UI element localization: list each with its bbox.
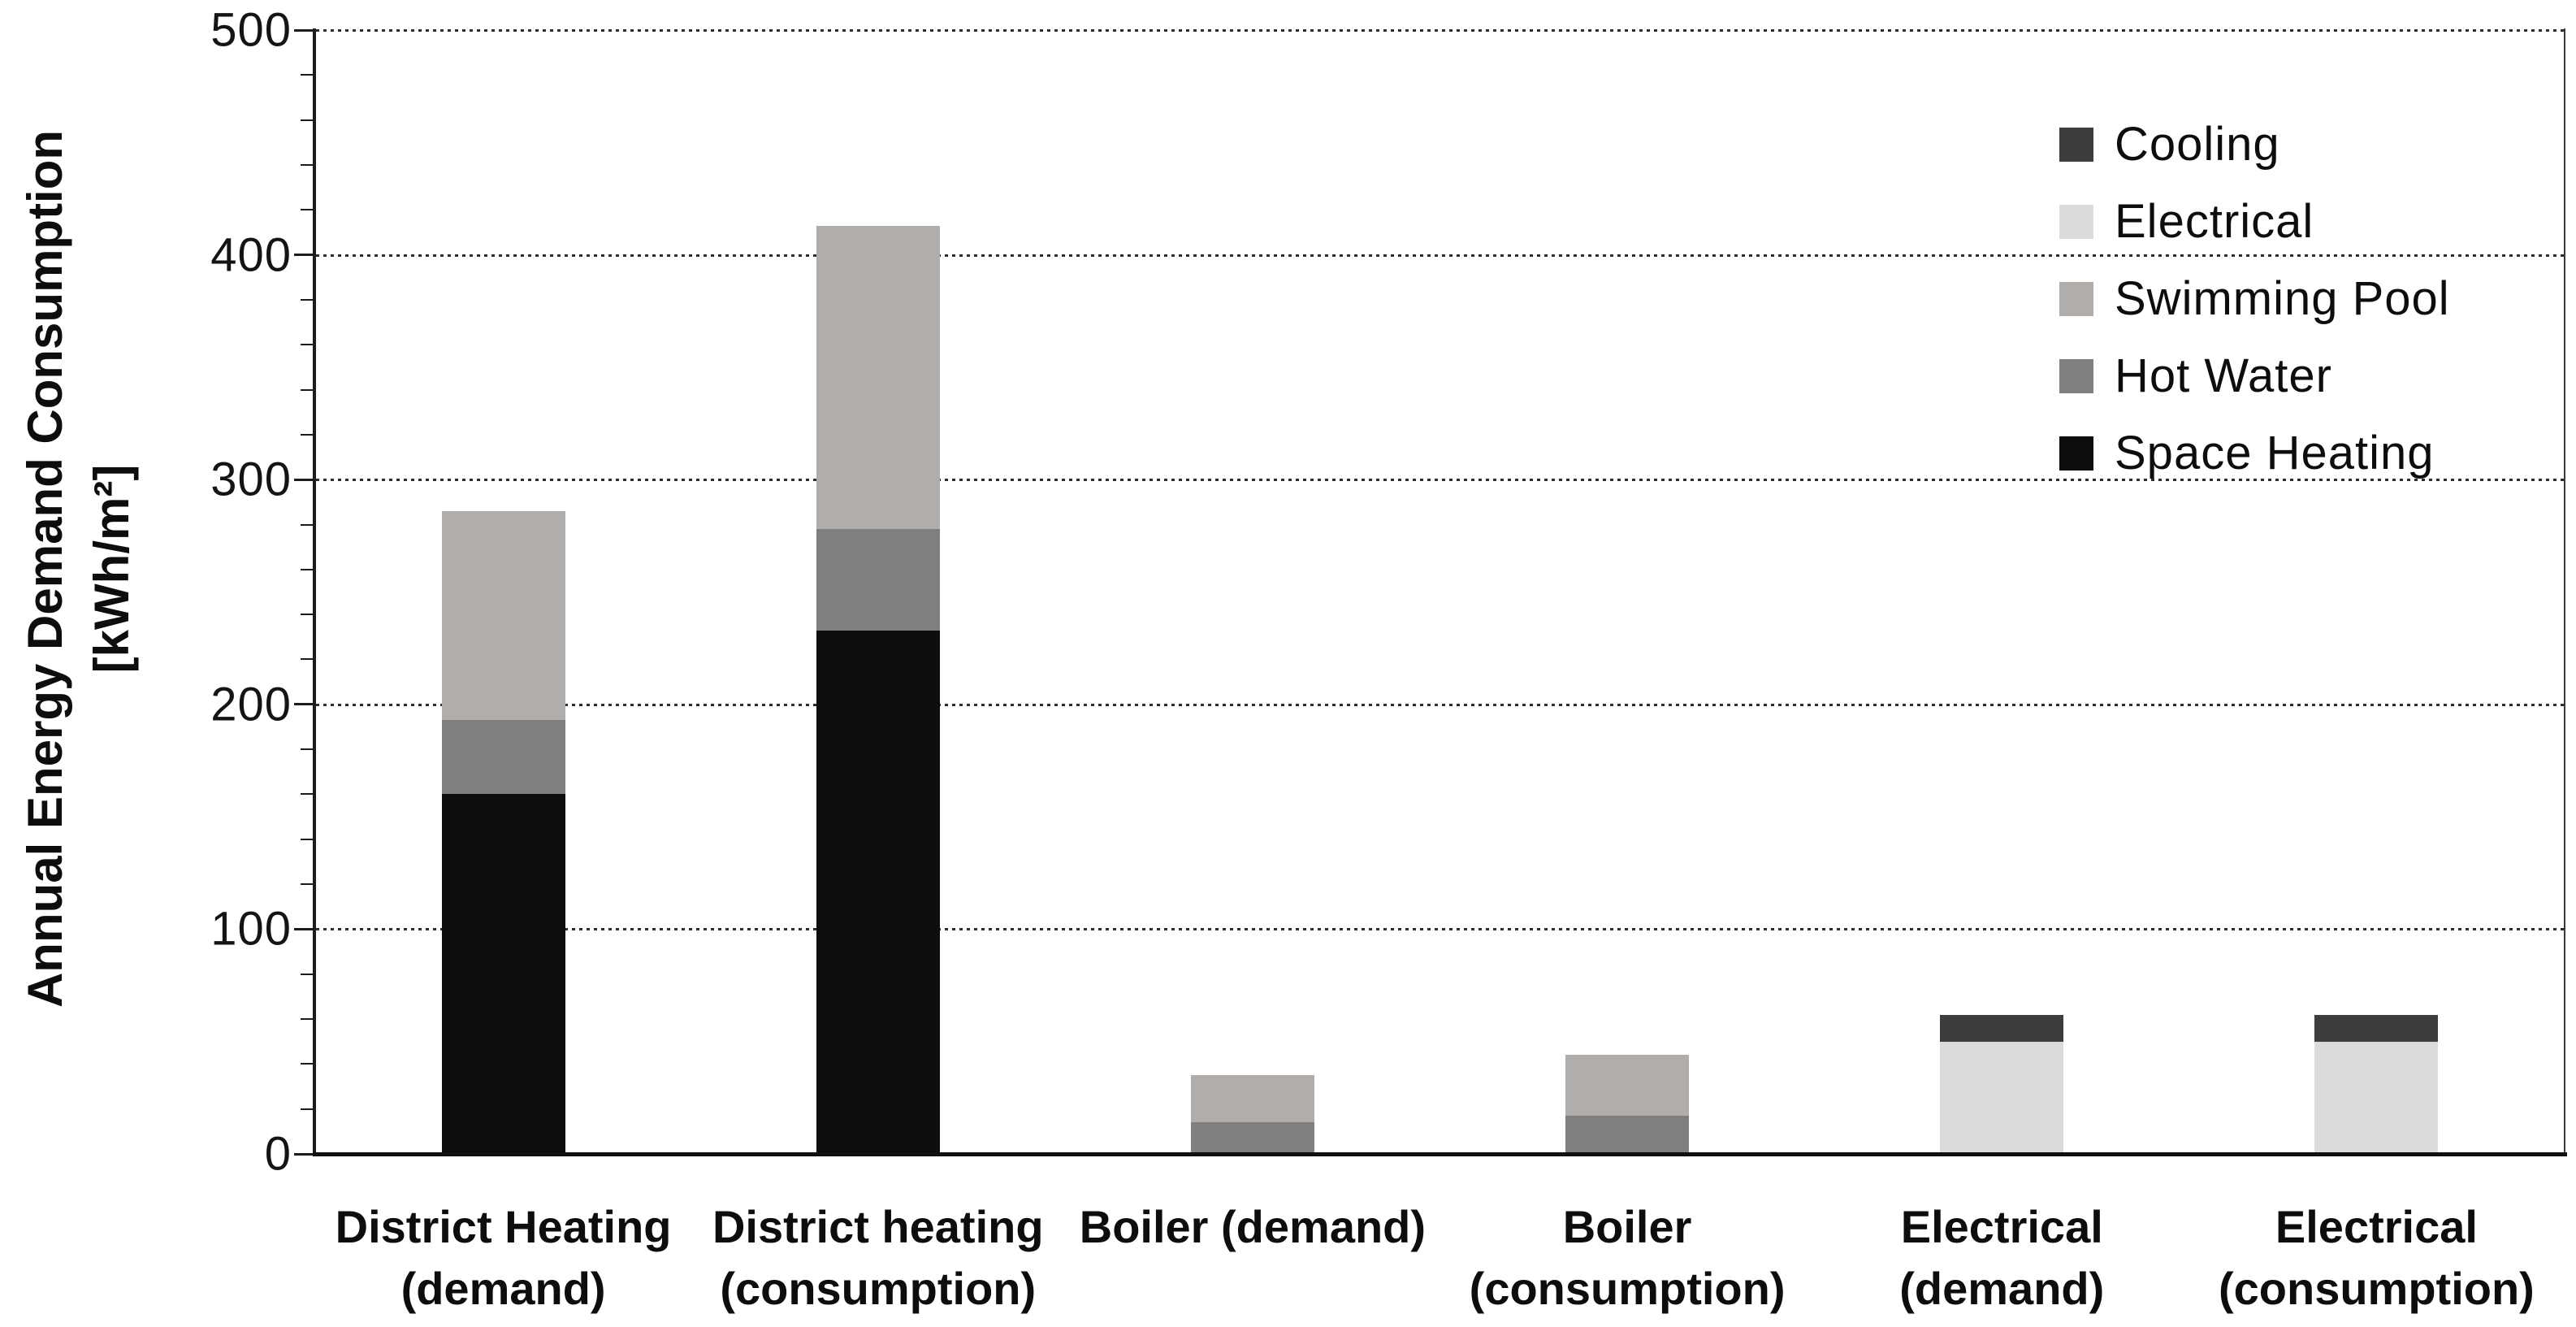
legend-label-space-heating: Space Heating <box>2115 427 2435 479</box>
y-tick-label-300: 300 <box>210 453 292 506</box>
legend-item-cooling: Cooling <box>2059 106 2280 183</box>
bar-boiler-consumption-segment-swimming-pool <box>1565 1055 1690 1116</box>
x-category-label-district-heating-demand: District Heating (demand) <box>335 1201 672 1314</box>
gridline-400 <box>316 254 2564 257</box>
y-major-tick-0 <box>294 1152 316 1156</box>
legend-item-space-heating: Space Heating <box>2059 414 2434 492</box>
x-category-label-electrical-demand: Electrical (demand) <box>1899 1201 2105 1314</box>
y-minor-tick <box>301 344 316 346</box>
legend-label-cooling: Cooling <box>2115 118 2280 171</box>
y-tick-label-100: 100 <box>210 902 292 956</box>
y-tick-label-0: 0 <box>264 1127 292 1181</box>
y-minor-tick <box>301 523 316 526</box>
legend-swatch-space-heating <box>2059 436 2093 471</box>
bar-boiler-consumption-segment-hot-water <box>1565 1115 1690 1154</box>
bar-electrical-demand-segment-electrical <box>1940 1041 2064 1154</box>
y-minor-tick <box>301 793 316 796</box>
bar-boiler-demand-segment-swimming-pool <box>1190 1075 1314 1123</box>
y-minor-tick <box>301 388 316 391</box>
y-minor-tick <box>301 1108 316 1110</box>
y-minor-tick <box>301 658 316 661</box>
y-minor-tick <box>301 298 316 301</box>
legend-swatch-electrical <box>2059 204 2093 239</box>
y-minor-tick <box>301 973 316 975</box>
y-tick-label-200: 200 <box>210 678 292 731</box>
gridline-500 <box>316 29 2564 32</box>
bar-district-heating-demand-segment-hot-water <box>441 720 565 795</box>
legend-label-electrical: Electrical <box>2115 195 2314 248</box>
y-tick-label-500: 500 <box>210 3 292 57</box>
legend-item-swimming-pool: Swimming Pool <box>2059 260 2450 337</box>
y-minor-tick <box>301 748 316 751</box>
legend-label-swimming-pool: Swimming Pool <box>2115 272 2450 325</box>
bar-electrical-consumption-segment-cooling <box>2314 1014 2439 1042</box>
y-minor-tick <box>301 119 316 121</box>
y-minor-tick <box>301 838 316 840</box>
y-axis-line <box>313 28 316 1156</box>
y-major-tick-200 <box>294 703 316 706</box>
y-minor-tick <box>301 433 316 436</box>
y-minor-tick <box>301 209 316 211</box>
legend-item-hot-water: Hot Water <box>2059 337 2332 414</box>
x-category-label-district-heating-consumption: District heating (consumption) <box>712 1201 1044 1314</box>
y-major-tick-100 <box>294 927 316 930</box>
bar-district-heating-consumption-segment-swimming-pool <box>816 225 940 530</box>
y-minor-tick <box>301 1018 316 1021</box>
gridline-300 <box>316 479 2564 482</box>
bar-district-heating-demand-segment-space-heating <box>441 794 565 1154</box>
x-axis-line <box>313 1152 2567 1156</box>
y-major-tick-400 <box>294 254 316 257</box>
y-minor-tick <box>301 74 316 76</box>
bar-electrical-demand-segment-cooling <box>1940 1014 2064 1042</box>
y-tick-label-400: 400 <box>210 228 292 282</box>
legend-swatch-cooling <box>2059 127 2093 162</box>
bar-district-heating-consumption-segment-space-heating <box>816 630 940 1154</box>
y-major-tick-500 <box>294 28 316 32</box>
bar-district-heating-consumption-segment-hot-water <box>816 529 940 631</box>
y-minor-tick <box>301 614 316 616</box>
bar-electrical-consumption-segment-electrical <box>2314 1041 2439 1154</box>
y-minor-tick <box>301 1063 316 1065</box>
x-category-label-boiler-demand: Boiler (demand) <box>1079 1201 1427 1252</box>
legend-label-hot-water: Hot Water <box>2115 349 2332 402</box>
legend-item-electrical: Electrical <box>2059 183 2314 260</box>
bar-district-heating-demand-segment-swimming-pool <box>441 510 565 721</box>
y-minor-tick <box>301 883 316 886</box>
legend: Cooling Electrical Swimming Pool Hot Water S… <box>2059 106 2547 496</box>
gridline-200 <box>316 703 2564 706</box>
legend-swatch-swimming-pool <box>2059 281 2093 316</box>
y-minor-tick <box>301 163 316 166</box>
y-major-tick-300 <box>294 478 316 481</box>
y-minor-tick <box>301 568 316 570</box>
plot-right-border <box>2564 28 2565 1154</box>
bar-boiler-demand-segment-hot-water <box>1190 1122 1314 1154</box>
x-category-label-boiler-consumption: Boiler (consumption) <box>1469 1201 1786 1314</box>
x-category-label-electrical-consumption: Electrical (consumption) <box>2218 1201 2535 1314</box>
legend-swatch-hot-water <box>2059 358 2093 393</box>
gridline-100 <box>316 928 2564 931</box>
